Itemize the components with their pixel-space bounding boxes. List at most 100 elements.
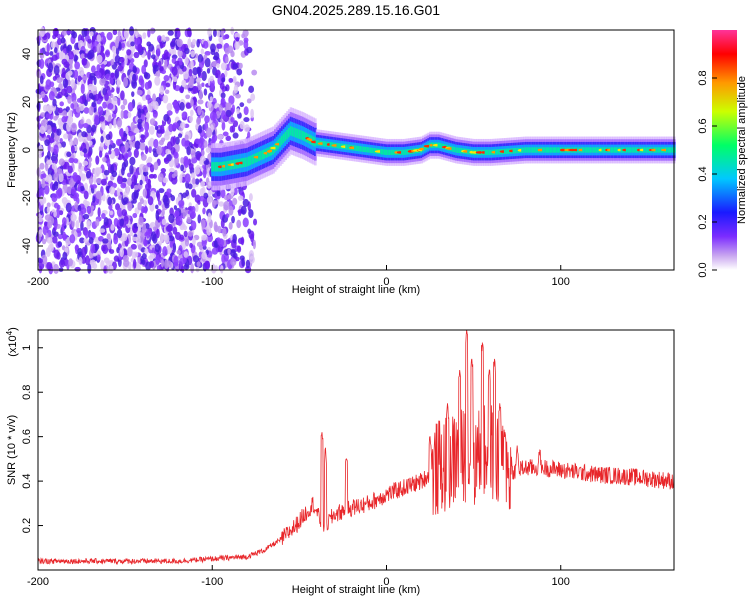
spectrogram-cell [101, 122, 106, 131]
spectrogram-cell [75, 106, 81, 113]
spectrogram-cell [148, 125, 155, 135]
spectrogram-cell [371, 147, 375, 154]
spectrogram-cell [143, 238, 148, 247]
spectrogram-cell [55, 207, 61, 219]
spectrogram-cell [423, 145, 427, 151]
spectrogram-cell [187, 230, 194, 237]
spectrogram-cell [78, 256, 83, 266]
spectrogram-cell [591, 147, 594, 153]
spectrogram-cell [129, 26, 135, 36]
spectrogram-cell [225, 161, 228, 171]
spectrogram-cell [50, 146, 54, 153]
spectrogram-cell [36, 103, 41, 109]
spectrogram-cell [79, 237, 85, 244]
spectrogram-cell [174, 103, 180, 114]
spectrogram-cell [272, 145, 275, 155]
spectrogram-cell [100, 135, 104, 144]
spectrogram-cell [361, 146, 364, 152]
spectrogram-cell [287, 128, 291, 138]
spectrogram-cell [183, 230, 188, 238]
spectrogram-cell [216, 30, 221, 38]
spectrogram-cell [144, 130, 149, 138]
spectrogram-cell [615, 147, 619, 153]
spectrogram-cell [111, 96, 118, 106]
spectrogram-cell [220, 188, 226, 199]
spectrogram-cell [194, 178, 200, 185]
spectrogram-cell [109, 249, 115, 254]
spectrogram-cell [225, 213, 230, 218]
y-tick-label: 0.8 [21, 385, 33, 400]
spectrogram-cell [163, 114, 170, 122]
spectrogram-cell [108, 204, 113, 211]
spectrogram-cell [119, 127, 124, 139]
spectrogram-cell [248, 193, 253, 202]
spectrogram-cell [73, 137, 79, 147]
spectrogram-cell [56, 251, 61, 260]
spectrogram-cell [198, 89, 203, 100]
spectrogram-cell [243, 37, 249, 43]
spectrogram-cell [554, 147, 558, 153]
spectrogram-cell [458, 147, 462, 154]
spectrogram-cell [232, 77, 237, 84]
spectrogram-cell [160, 232, 164, 243]
spectrogram-cell [329, 142, 333, 148]
spectrogram-cell [87, 83, 94, 90]
spectrogram-cell [244, 157, 247, 168]
spectrogram-cell [144, 121, 150, 132]
spectrogram-cell [36, 115, 41, 122]
spectrogram-cell [51, 162, 57, 170]
spectrogram-cell [221, 110, 226, 120]
spectrogram-cell [96, 34, 102, 42]
spectrogram-cell [147, 156, 153, 163]
spectrogram-cell [584, 147, 587, 153]
spectrogram-cell [159, 85, 165, 95]
spectrogram-cell [103, 217, 109, 226]
spectrogram-cell [174, 231, 181, 241]
spectrogram-cell [83, 107, 90, 114]
spectrogram-cell [123, 259, 130, 268]
spectrogram-cell [247, 131, 251, 140]
spectrogram-y-ticks: -40 -20 0 20 40 [21, 48, 43, 254]
colorbar-label: Normalized spectral amplitude [736, 76, 748, 224]
spectrogram-cell [156, 145, 163, 155]
spectrogram-cell [99, 77, 106, 86]
spectrogram-cell [46, 124, 52, 135]
spectrogram-cell [601, 147, 605, 153]
spectrogram-cell [437, 142, 441, 148]
spectrogram-cell [212, 60, 217, 68]
spectrogram-cell [183, 264, 190, 270]
spectrogram-cell [130, 41, 135, 47]
spectrogram-cell [383, 149, 387, 155]
spectrogram-cell [186, 216, 192, 224]
spectrogram-cell [279, 137, 282, 148]
spectrogram-cell [205, 127, 213, 138]
spectrogram-cell [156, 265, 161, 271]
spectrogram-cell [70, 30, 76, 36]
spectrogram-cell [132, 213, 138, 219]
spectrogram-cell [44, 185, 50, 195]
spectrogram-cell [171, 173, 176, 179]
spectrogram-cell [46, 150, 51, 160]
spectrogram-cell [88, 106, 94, 116]
spectrogram-cell [85, 170, 92, 179]
spectrogram-cell [160, 259, 165, 268]
spectrogram-cell [81, 27, 88, 38]
spectrogram-cell [167, 30, 174, 36]
spectrogram-cell [192, 177, 196, 185]
spectrogram-cell [57, 168, 63, 175]
spectrogram-cell [159, 66, 164, 72]
spectrogram-cell [106, 157, 111, 168]
spectrogram-cell [42, 104, 49, 112]
spectrogram-cell [196, 38, 200, 48]
spectrogram-cell [102, 238, 109, 244]
spectrogram-cell [178, 200, 185, 207]
spectrogram-cell [168, 123, 174, 133]
spectrogram-cell [134, 140, 141, 150]
spectrogram-cell [182, 225, 188, 231]
spectrogram-cell [179, 101, 185, 111]
spectrogram-cell [186, 27, 192, 37]
spectrogram-cell [147, 29, 151, 38]
spectrogram-cell [116, 187, 121, 197]
spectrogram-cell [113, 255, 120, 262]
spectrogram-cell [41, 238, 47, 245]
